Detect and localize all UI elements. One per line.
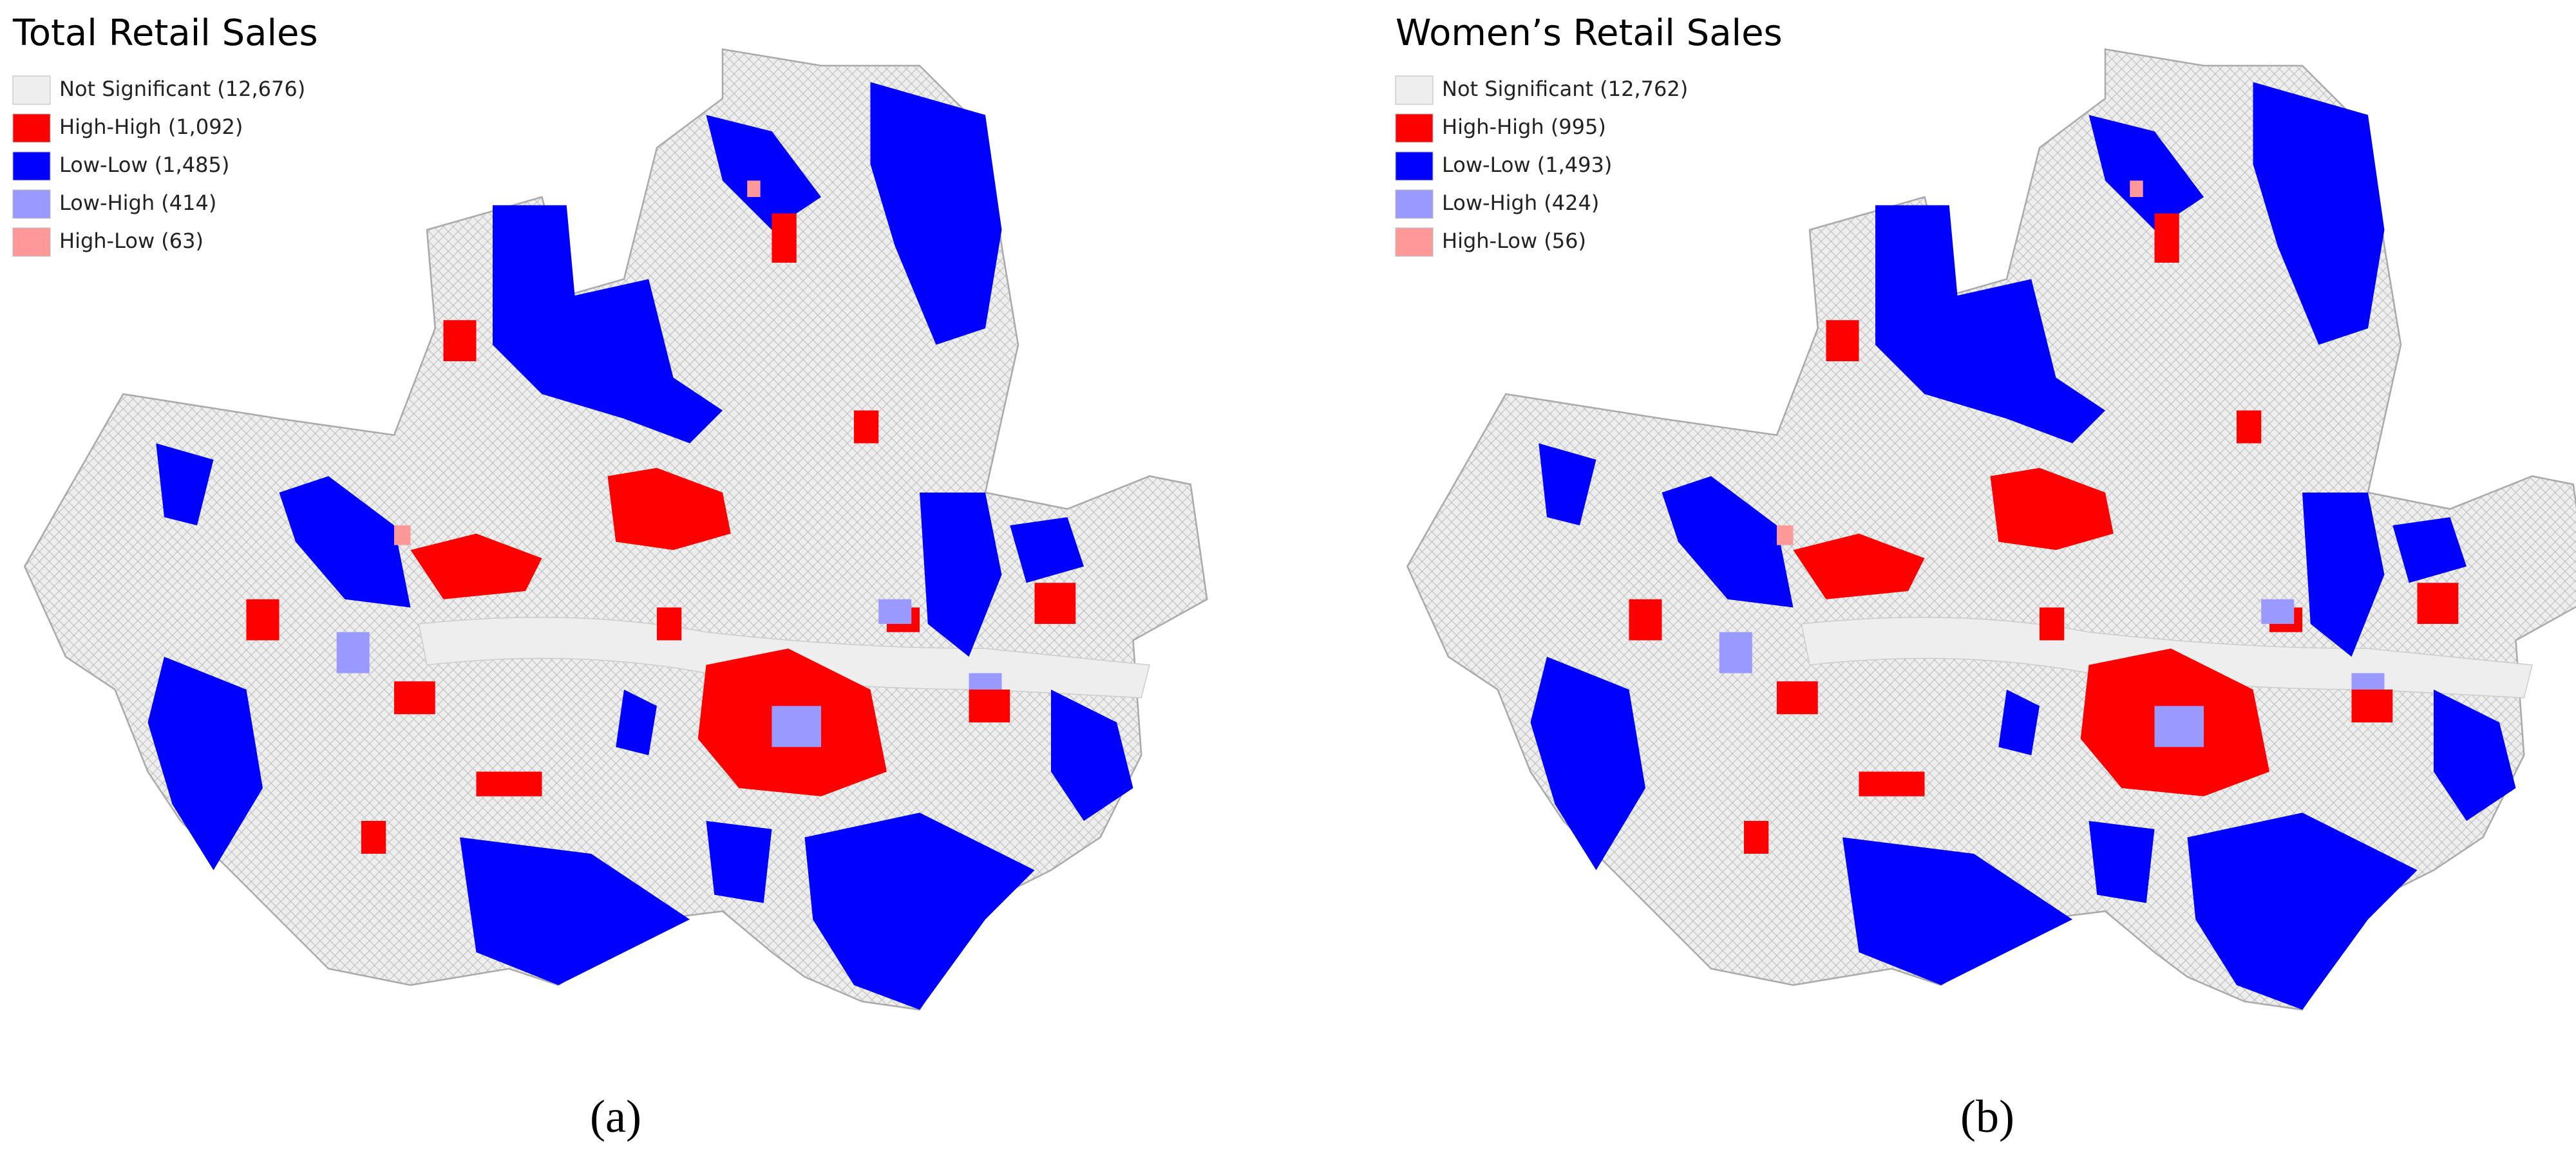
legend-label: High-Low (63) <box>59 229 204 253</box>
legend-swatch <box>1395 189 1434 219</box>
panel-title: Total Retail Sales <box>12 12 318 54</box>
legend-label: High-High (1,092) <box>59 115 243 139</box>
legend-label: Low-Low (1,493) <box>1442 153 1612 177</box>
legend-swatch <box>12 227 51 257</box>
legend-label: Low-High (424) <box>1442 191 1599 215</box>
panel-caption: (a) <box>590 1091 641 1142</box>
legend-label: Not Significant (12,676) <box>59 77 305 101</box>
legend-swatch <box>12 113 51 143</box>
legend-swatch <box>12 151 51 181</box>
legend-swatch <box>1395 75 1434 105</box>
legend-swatch <box>1395 227 1434 257</box>
panel-caption: (b) <box>1960 1091 2014 1142</box>
legend-label: High-High (995) <box>1442 115 1606 139</box>
legend-swatch <box>12 189 51 219</box>
legend-label: High-Low (56) <box>1442 229 1586 253</box>
legend-label: Low-Low (1,485) <box>59 153 229 177</box>
panel-title: Women’s Retail Sales <box>1396 12 1783 54</box>
legend-swatch <box>1395 151 1434 181</box>
legend-swatch <box>12 75 51 105</box>
legend-label: Not Significant (12,762) <box>1442 77 1688 101</box>
legend-label: Low-High (414) <box>59 191 216 215</box>
legend-swatch <box>1395 113 1434 143</box>
